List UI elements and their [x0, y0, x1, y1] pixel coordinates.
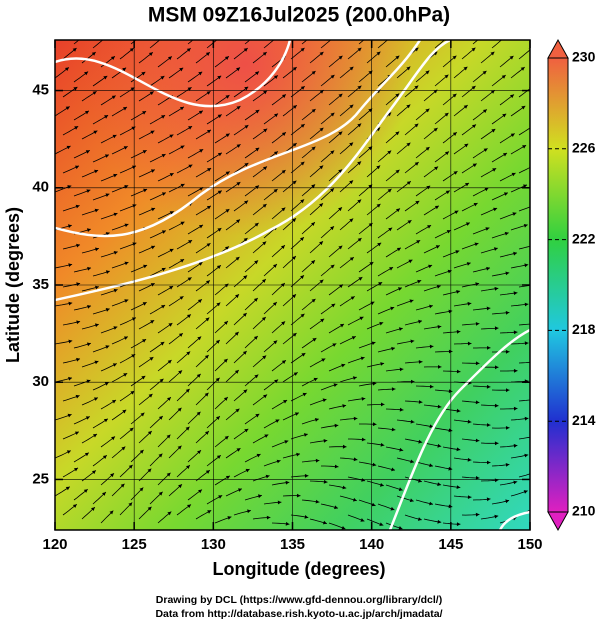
colorbar-tick-label: 222 — [572, 230, 596, 246]
arrowhead — [544, 382, 548, 386]
streamline — [169, 29, 182, 40]
streamline — [530, 493, 546, 501]
streamline — [283, 29, 296, 40]
arrowhead — [531, 508, 535, 511]
arrowhead — [178, 29, 182, 33]
arrowhead — [542, 492, 546, 495]
arrowhead — [544, 345, 548, 349]
streamline — [530, 229, 547, 234]
arrowhead — [540, 33, 544, 37]
arrowhead — [64, 29, 68, 33]
y-tick-label: 25 — [32, 470, 49, 487]
colorbar-extend — [548, 512, 568, 530]
arrowhead — [292, 29, 296, 33]
arrowhead — [349, 29, 353, 33]
y-tick-label: 30 — [32, 373, 49, 390]
streamline — [530, 33, 543, 44]
arrowhead — [198, 33, 202, 37]
arrowhead — [541, 150, 545, 153]
streamline — [226, 29, 239, 40]
y-tick-label: 35 — [32, 276, 49, 293]
arrowhead — [532, 471, 536, 475]
colorbar-tick-label: 214 — [572, 412, 596, 428]
streamline — [530, 384, 547, 386]
colorbar-tick-label: 226 — [572, 140, 596, 156]
arrowhead — [543, 419, 547, 423]
arrowhead — [407, 29, 411, 33]
arrowhead — [312, 33, 316, 37]
arrowhead — [533, 322, 537, 326]
x-tick-label: 145 — [438, 536, 463, 553]
streamline — [340, 29, 353, 40]
arrowhead — [543, 268, 547, 272]
colorbar-tick-label: 218 — [572, 321, 596, 337]
arrowhead — [544, 306, 548, 310]
footer-line: Data from http://database.rish.kyoto-u.a… — [155, 608, 442, 620]
footer-line: Drawing by DCL (https://www.gfd-dennou.o… — [156, 594, 442, 606]
colorbar-tick-label: 210 — [572, 503, 596, 519]
arrowhead — [540, 71, 544, 75]
arrowhead — [369, 33, 373, 37]
streamline — [112, 29, 125, 40]
streamline — [397, 29, 410, 40]
x-tick-label: 140 — [359, 536, 384, 553]
streamline — [511, 29, 524, 40]
streamline — [530, 457, 547, 462]
streamline — [530, 150, 545, 158]
arrowhead — [533, 360, 537, 364]
arrowhead — [520, 29, 524, 33]
x-tick-label: 125 — [122, 536, 147, 553]
streamline — [454, 29, 467, 40]
title: MSM 09Z16Jul2025 (200.0hPa) — [148, 4, 450, 27]
y-tick-label: 45 — [32, 82, 49, 99]
colorbar-tick-label: 230 — [572, 49, 596, 65]
streamline — [530, 346, 547, 348]
arrowhead — [532, 244, 536, 248]
arrowhead — [235, 29, 239, 33]
arrowhead — [464, 29, 468, 33]
arrowhead — [543, 456, 547, 460]
streamline — [55, 29, 68, 40]
y-tick-label: 40 — [32, 179, 49, 196]
y-axis-label: Latitude (degrees) — [3, 207, 23, 363]
arrowhead — [121, 29, 125, 33]
arrowhead — [141, 33, 145, 37]
arrowhead — [542, 189, 546, 193]
arrowhead — [84, 33, 88, 37]
arrowhead — [532, 204, 536, 208]
colorbar-body — [548, 58, 568, 512]
x-tick-label: 130 — [201, 536, 226, 553]
arrowhead — [483, 33, 487, 37]
x-tick-label: 120 — [42, 536, 67, 553]
x-axis-label: Longitude (degrees) — [212, 559, 385, 579]
streamline — [530, 308, 547, 310]
streamline — [530, 71, 544, 82]
arrowhead — [541, 110, 545, 114]
streamline — [530, 269, 547, 272]
arrowhead — [255, 33, 259, 37]
arrowhead — [533, 398, 537, 402]
streamline — [530, 420, 547, 424]
streamline — [530, 110, 545, 120]
arrowhead — [532, 435, 536, 439]
arrowhead — [543, 228, 547, 232]
colorbar: 210 214 218 222 226 230 — [548, 40, 596, 530]
x-tick-label: 135 — [280, 536, 305, 553]
colorbar-extend — [548, 40, 568, 58]
x-tick-label: 150 — [517, 536, 542, 553]
arrowhead — [426, 33, 430, 37]
arrowhead — [533, 283, 537, 287]
streamline — [530, 190, 546, 197]
arrowhead — [531, 165, 535, 169]
